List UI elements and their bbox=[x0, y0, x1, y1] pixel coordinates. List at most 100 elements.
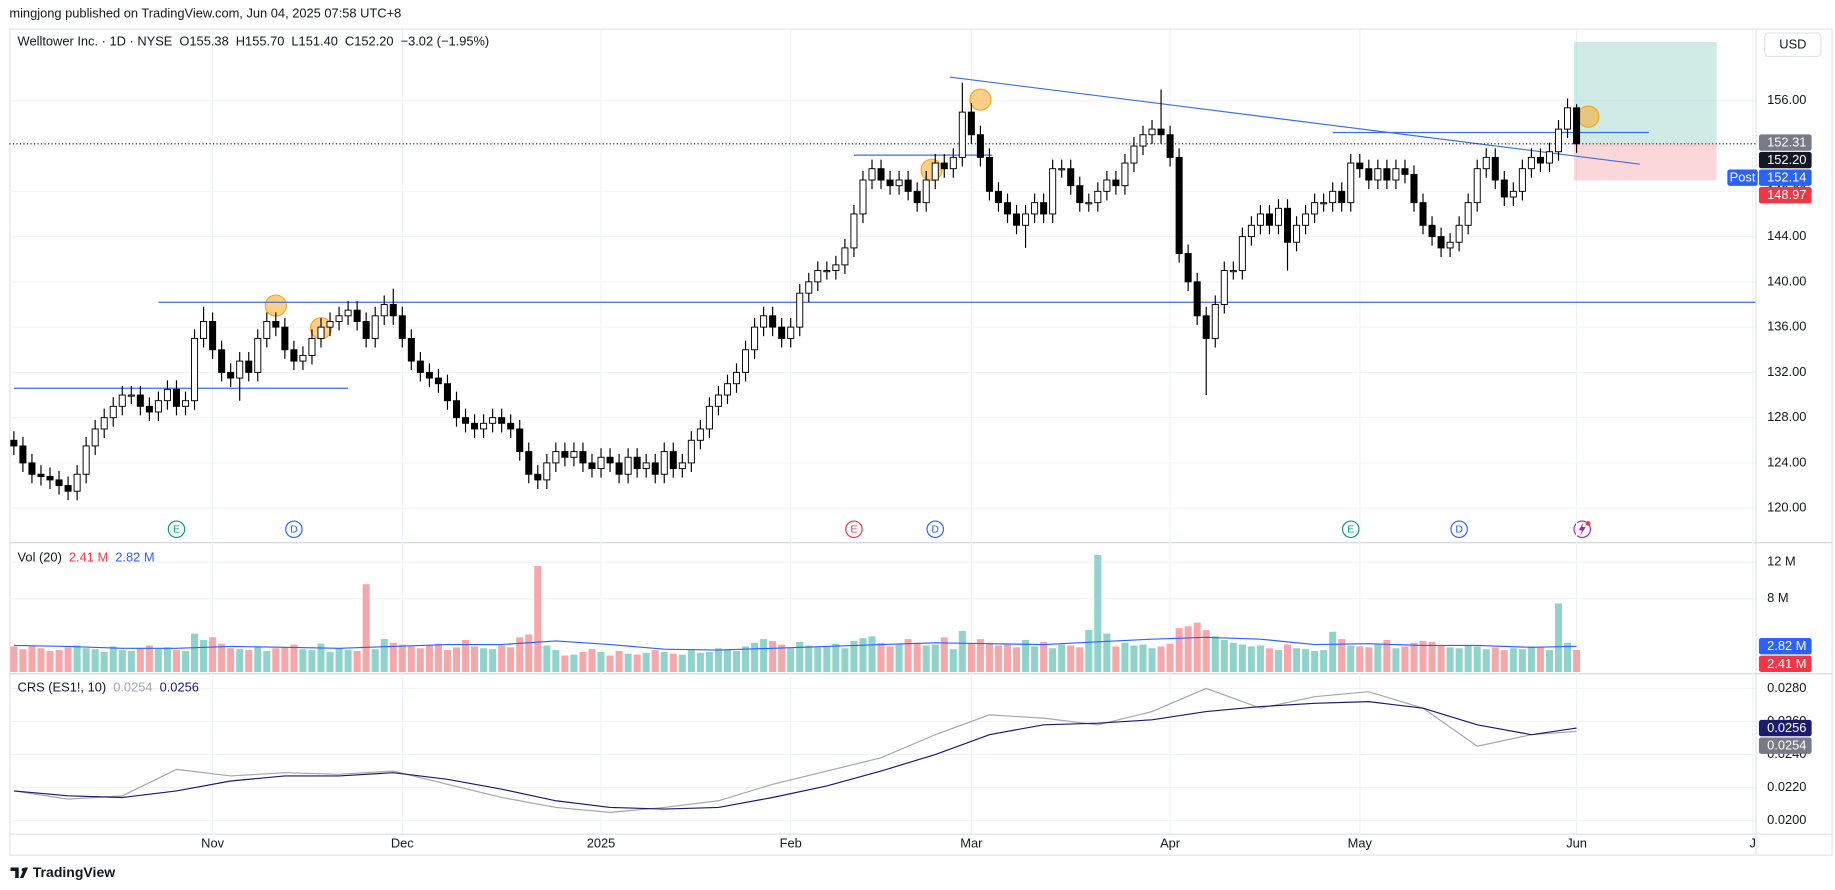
candle-body bbox=[1265, 213, 1273, 226]
lightning-event[interactable] bbox=[1573, 520, 1591, 539]
y-tick-label: 156.00 bbox=[1767, 92, 1806, 107]
event-marker[interactable]: D bbox=[926, 520, 945, 539]
candle-body bbox=[443, 383, 451, 402]
volume-bar bbox=[624, 653, 632, 673]
price-badge-label: 152.14 bbox=[1767, 170, 1806, 185]
volume-bar bbox=[281, 647, 289, 673]
volume-bar bbox=[525, 634, 533, 673]
volume-bar bbox=[172, 650, 180, 673]
currency-box[interactable] bbox=[1764, 32, 1822, 58]
volume-bar bbox=[1302, 649, 1310, 673]
event-marker[interactable]: E bbox=[845, 520, 863, 539]
candle-body bbox=[751, 326, 759, 351]
volume-bar bbox=[669, 653, 677, 673]
volume-bar bbox=[1383, 640, 1391, 673]
volume-bar bbox=[55, 650, 63, 673]
volume-bar bbox=[290, 644, 298, 673]
chart-frame bbox=[9, 28, 1833, 856]
x-tick-label: Apr bbox=[1160, 835, 1181, 850]
event-circle bbox=[285, 520, 303, 539]
volume-bar bbox=[362, 584, 370, 673]
candle-body bbox=[814, 270, 822, 283]
candle-body bbox=[1220, 270, 1228, 305]
candle-body bbox=[1428, 224, 1436, 238]
volume-bar bbox=[1392, 648, 1400, 673]
volume-bar bbox=[1329, 631, 1337, 673]
event-marker[interactable]: D bbox=[285, 520, 303, 539]
event-label: E bbox=[173, 524, 180, 536]
candle-body bbox=[1437, 236, 1445, 249]
volume-bar bbox=[1229, 642, 1237, 673]
candle-body bbox=[1491, 156, 1499, 181]
volume-bar bbox=[1564, 642, 1572, 673]
volume-bar bbox=[642, 652, 650, 673]
volume-bar bbox=[1193, 622, 1201, 673]
candle-body bbox=[976, 134, 984, 158]
candle-body bbox=[1284, 207, 1292, 243]
volume-bar bbox=[1067, 645, 1075, 673]
volume-bar bbox=[1085, 629, 1093, 673]
volume-bar bbox=[814, 647, 822, 673]
candle-body bbox=[561, 451, 569, 458]
price-badge-label: 148.97 bbox=[1767, 187, 1806, 202]
volume-bar bbox=[416, 648, 424, 673]
volume-bar bbox=[326, 651, 334, 673]
candle-body bbox=[317, 326, 325, 339]
event-marker[interactable]: D bbox=[1450, 520, 1468, 539]
price-badge bbox=[1758, 719, 1812, 737]
volume-bar bbox=[913, 642, 921, 673]
volume-bar bbox=[407, 646, 415, 673]
volume-bar bbox=[1274, 650, 1282, 673]
volume-bar bbox=[868, 636, 876, 673]
candle-body bbox=[1383, 168, 1391, 181]
event-label: D bbox=[290, 524, 298, 536]
event-marker[interactable]: E bbox=[1341, 520, 1360, 539]
candle-body bbox=[1374, 168, 1382, 181]
candle-body bbox=[46, 476, 54, 481]
candle-body bbox=[1157, 128, 1165, 136]
target-zone bbox=[1573, 41, 1717, 144]
volume-bar bbox=[931, 644, 939, 673]
candle-body bbox=[118, 394, 126, 407]
y-tick-label: 136.00 bbox=[1767, 319, 1806, 334]
candle-body bbox=[994, 190, 1002, 204]
candle-body bbox=[1148, 128, 1156, 136]
volume-bar bbox=[949, 649, 957, 673]
candle-body bbox=[191, 337, 199, 402]
candle-body bbox=[1193, 281, 1201, 317]
candle-body bbox=[1302, 213, 1310, 226]
candle-body bbox=[1401, 168, 1409, 175]
legend-value: 2.82 M bbox=[115, 550, 154, 565]
candle-body bbox=[109, 405, 117, 419]
candle-body bbox=[254, 337, 262, 373]
candle-body bbox=[100, 417, 108, 430]
volume-bar bbox=[335, 648, 343, 673]
candle-body bbox=[498, 417, 506, 424]
volume-bar bbox=[443, 650, 451, 673]
x-tick-label: Dec bbox=[391, 835, 414, 850]
candle-body bbox=[489, 417, 497, 424]
candle-body bbox=[859, 179, 867, 215]
ohlc-value: −3.02 (−1.95%) bbox=[401, 34, 490, 49]
volume-bar bbox=[760, 639, 768, 673]
volume-bar bbox=[1365, 647, 1373, 673]
candle-body bbox=[769, 315, 777, 328]
candle-body bbox=[272, 321, 280, 328]
candle-body bbox=[525, 451, 533, 475]
volume-bar bbox=[615, 650, 623, 673]
candle-body bbox=[1527, 156, 1535, 170]
candle-body bbox=[958, 111, 966, 158]
candle-body bbox=[796, 292, 804, 328]
volume-bar bbox=[236, 649, 244, 673]
candle-body bbox=[326, 321, 334, 328]
candle-body bbox=[1338, 190, 1346, 204]
candle-body bbox=[1022, 213, 1030, 226]
event-marker[interactable]: E bbox=[167, 520, 186, 539]
volume-bar bbox=[344, 650, 352, 673]
volume-bar bbox=[127, 650, 135, 673]
highlight bbox=[1577, 105, 1600, 128]
currency[interactable]: USD bbox=[1779, 37, 1806, 52]
volume-bar bbox=[714, 648, 722, 673]
tradingview-logo bbox=[10, 867, 29, 879]
candle-body bbox=[1003, 202, 1012, 215]
